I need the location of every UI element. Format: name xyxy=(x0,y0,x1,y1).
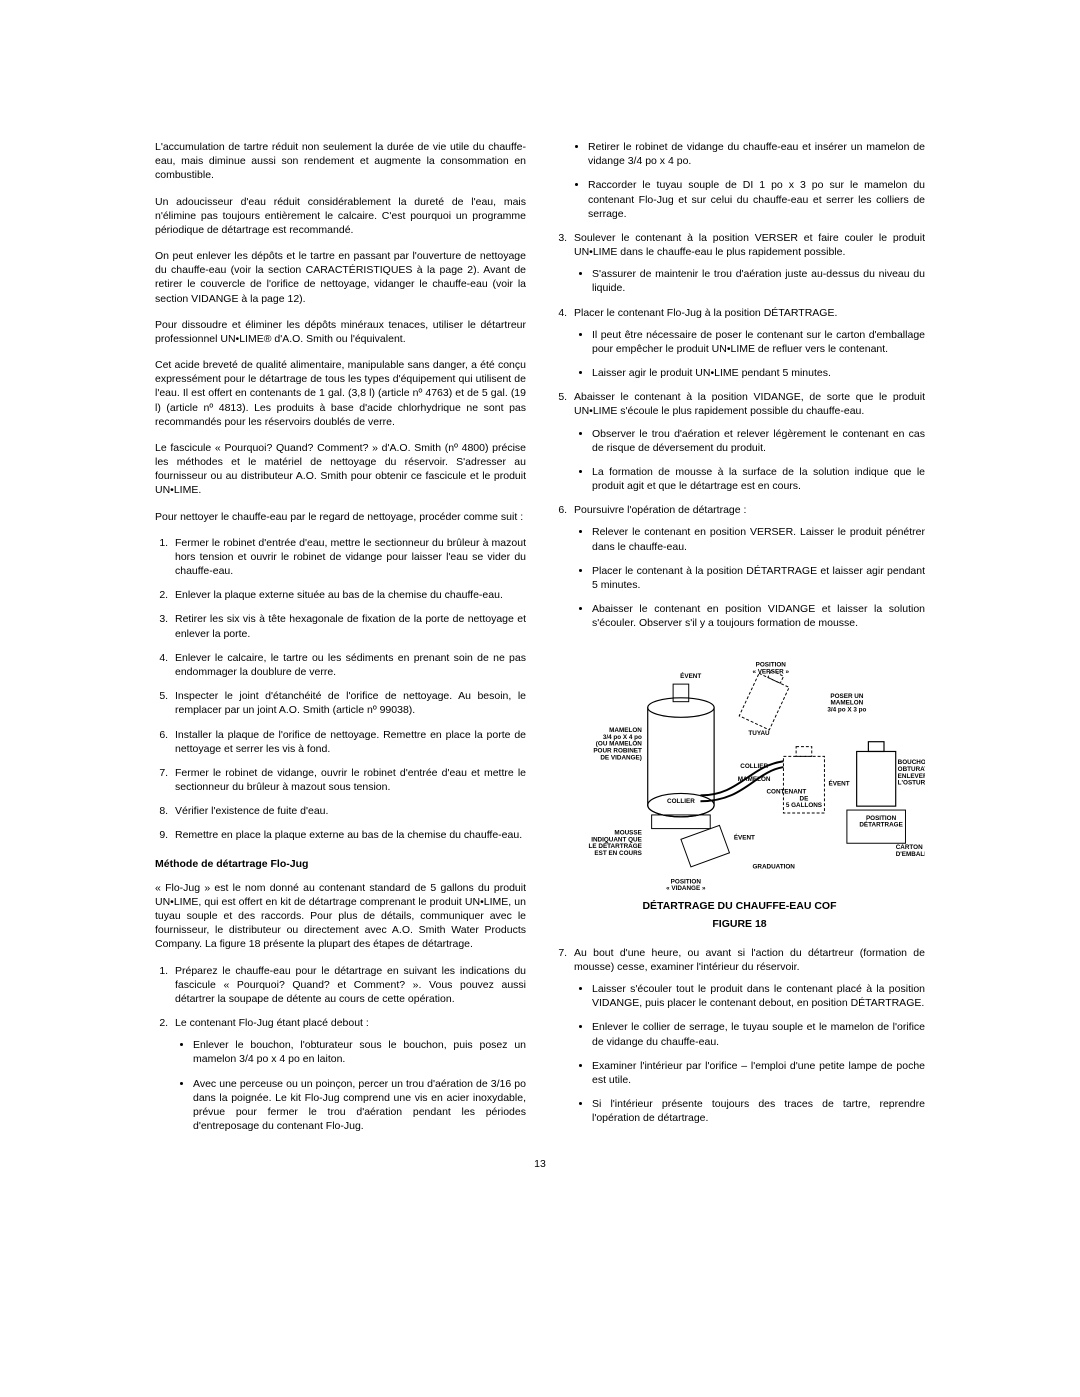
svg-text:POSITION« VERSER »: POSITION« VERSER » xyxy=(752,662,789,676)
flojug-steps-continued: Soulever le contenant à la position VERS… xyxy=(554,231,925,631)
svg-text:MAMELON: MAMELON xyxy=(738,776,771,783)
sub-list-item: Enlever le bouchon, l'obturateur sous le… xyxy=(193,1038,526,1066)
list-item: Abaisser le contenant à la position VIDA… xyxy=(570,390,925,493)
list-item: Inspecter le joint d'étanchéité de l'ori… xyxy=(171,689,526,717)
para: Le fascicule « Pourquoi? Quand? Comment?… xyxy=(155,441,526,498)
list-item: Placer le contenant Flo-Jug à la positio… xyxy=(570,306,925,381)
svg-text:COLLIER: COLLIER xyxy=(740,764,768,771)
lbl-event: ÉVENT xyxy=(680,672,701,681)
left-column: L'accumulation de tartre réduit non seul… xyxy=(155,140,526,1145)
para: Pour nettoyer le chauffe-eau par le rega… xyxy=(155,510,526,524)
list-item: Au bout d'une heure, ou avant si l'actio… xyxy=(570,946,925,1126)
para: Pour dissoudre et éliminer les dépôts mi… xyxy=(155,318,526,346)
svg-text:CONTENANTDE5 GALLONS: CONTENANTDE5 GALLONS xyxy=(766,789,822,810)
sub-list-item: S'assurer de maintenir le trou d'aératio… xyxy=(592,267,925,295)
section-heading-flojug: Méthode de détartrage Flo-Jug xyxy=(155,857,526,871)
two-column-layout: L'accumulation de tartre réduit non seul… xyxy=(155,140,925,1145)
list-item: Installer la plaque de l'orifice de nett… xyxy=(171,728,526,756)
sub-list-item: Si l'intérieur présente toujours des tra… xyxy=(592,1097,925,1125)
list-item: Fermer le robinet d'entrée d'eau, mettre… xyxy=(171,536,526,579)
svg-text:MOUSSEINDIQUANT QUELE DÉTARTRA: MOUSSEINDIQUANT QUELE DÉTARTRAGEEST EN C… xyxy=(589,830,642,858)
sub-list: Relever le contenant en position VERSER.… xyxy=(574,525,925,630)
page-number: 13 xyxy=(155,1157,925,1171)
svg-text:POSITIONDÉTARTRAGE: POSITIONDÉTARTRAGE xyxy=(859,815,902,829)
svg-text:POSITION« VIDANGE »: POSITION« VIDANGE » xyxy=(666,879,706,893)
flojug-diagram-svg: ÉVENT POSITION« VERSER » POSER UNMAMELON… xyxy=(554,646,925,896)
svg-text:MAMELON3/4 po X 4 po(OU MAMELO: MAMELON3/4 po X 4 po(OU MAMELONPOUR ROBI… xyxy=(593,727,642,761)
para: On peut enlever les dépôts et le tartre … xyxy=(155,249,526,306)
flojug-steps-final: Au bout d'une heure, ou avant si l'actio… xyxy=(554,946,925,1126)
svg-text:BOUCHONOBTURATEURENLEVERL'OSTU: BOUCHONOBTURATEURENLEVERL'OSTURATEUR xyxy=(898,760,925,788)
list-item-text: Le contenant Flo-Jug étant placé debout … xyxy=(175,1017,369,1029)
list-item: Soulever le contenant à la position VERS… xyxy=(570,231,925,296)
right-column: Retirer le robinet de vidange du chauffe… xyxy=(554,140,925,1145)
list-item-text: Soulever le contenant à la position VERS… xyxy=(574,232,925,258)
flojug-steps-list: Préparez le chauffe-eau pour le détartra… xyxy=(155,964,526,1134)
sub-list: S'assurer de maintenir le trou d'aératio… xyxy=(574,267,925,295)
list-item-text: Placer le contenant Flo-Jug à la positio… xyxy=(574,307,837,319)
sub-list-item: Placer le contenant à la position DÉTART… xyxy=(592,564,925,592)
svg-text:ÉVENT: ÉVENT xyxy=(734,833,755,842)
sub-list: Laisser s'écouler tout le produit dans l… xyxy=(574,982,925,1125)
list-item: Remettre en place la plaque externe au b… xyxy=(171,828,526,842)
para: L'accumulation de tartre réduit non seul… xyxy=(155,140,526,183)
sub-list-item: La formation de mousse à la surface de l… xyxy=(592,465,925,493)
sub-list-item: Abaisser le contenant en position VIDANG… xyxy=(592,602,925,630)
para: Un adoucisseur d'eau réduit considérable… xyxy=(155,195,526,238)
cleaning-steps-list: Fermer le robinet d'entrée d'eau, mettre… xyxy=(155,536,526,843)
sub-list-item: Il peut être nécessaire de poser le cont… xyxy=(592,328,925,356)
list-item-text: Abaisser le contenant à la position VIDA… xyxy=(574,391,925,417)
para: « Flo-Jug » est le nom donné au contenan… xyxy=(155,881,526,952)
sub-list-item: Relever le contenant en position VERSER.… xyxy=(592,525,925,553)
sub-list: Observer le trou d'aération et relever l… xyxy=(574,427,925,494)
list-item-text: Poursuivre l'opération de détartrage : xyxy=(574,504,746,516)
sub-list-item: Examiner l'intérieur par l'orifice – l'e… xyxy=(592,1059,925,1087)
svg-text:GRADUATION: GRADUATION xyxy=(752,864,795,871)
sub-list-item: Observer le trou d'aération et relever l… xyxy=(592,427,925,455)
list-item: Fermer le robinet de vidange, ouvrir le … xyxy=(171,766,526,794)
list-item: Enlever la plaque externe située au bas … xyxy=(171,588,526,602)
list-item-text: Au bout d'une heure, ou avant si l'actio… xyxy=(574,947,925,973)
figure-18: ÉVENT POSITION« VERSER » POSER UNMAMELON… xyxy=(554,646,925,931)
list-item: Le contenant Flo-Jug étant placé debout … xyxy=(171,1016,526,1133)
figure-caption-title: DÉTARTRAGE DU CHAUFFE-EAU COF xyxy=(554,900,925,914)
sub-list-item: Enlever le collier de serrage, le tuyau … xyxy=(592,1020,925,1048)
svg-text:ÉVENT: ÉVENT xyxy=(829,779,850,788)
sub-list-item: Laisser s'écouler tout le produit dans l… xyxy=(592,982,925,1010)
figure-caption-number: FIGURE 18 xyxy=(554,918,925,932)
sub-list-item: Retirer le robinet de vidange du chauffe… xyxy=(588,140,925,168)
figure-diagram: ÉVENT POSITION« VERSER » POSER UNMAMELON… xyxy=(554,646,925,896)
svg-text:TUYAU: TUYAU xyxy=(748,730,770,737)
sub-list-item: Avec une perceuse ou un poinçon, percer … xyxy=(193,1077,526,1134)
sub-list-item: Laisser agir le produit UN•LIME pendant … xyxy=(592,366,925,380)
list-item: Vérifier l'existence de fuite d'eau. xyxy=(171,804,526,818)
list-item: Enlever le calcaire, le tartre ou les sé… xyxy=(171,651,526,679)
sub-list: Il peut être nécessaire de poser le cont… xyxy=(574,328,925,381)
sub-list: Enlever le bouchon, l'obturateur sous le… xyxy=(175,1038,526,1133)
svg-text:CARTOND'EMBALLAGE: CARTOND'EMBALLAGE xyxy=(896,845,925,859)
list-item: Préparez le chauffe-eau pour le détartra… xyxy=(171,964,526,1007)
para: Cet acide breveté de qualité alimentaire… xyxy=(155,358,526,429)
svg-text:COLLIER: COLLIER xyxy=(667,799,695,806)
sub-list-item: Raccorder le tuyau souple de DI 1 po x 3… xyxy=(588,178,925,221)
list-item: Retirer les six vis à tête hexagonale de… xyxy=(171,612,526,640)
continued-sub-list: Retirer le robinet de vidange du chauffe… xyxy=(554,140,925,221)
svg-text:POSER UNMAMELON3/4 po X 3 po: POSER UNMAMELON3/4 po X 3 po xyxy=(827,693,866,714)
list-item: Poursuivre l'opération de détartrage : R… xyxy=(570,503,925,630)
